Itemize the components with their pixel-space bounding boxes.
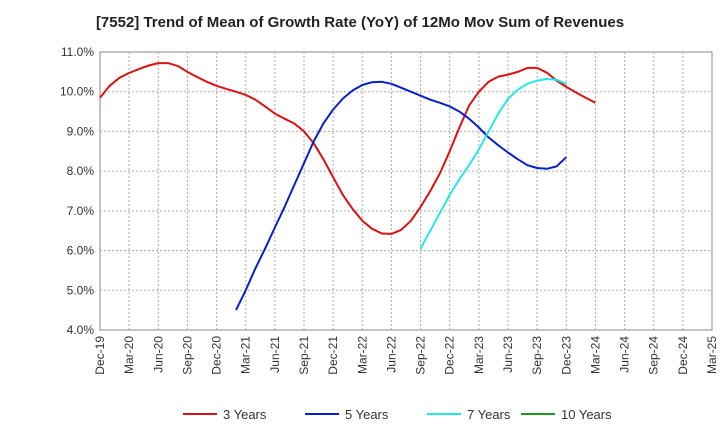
series-line-7-years [419, 78, 567, 250]
x-tick-label: Dec-20 [210, 336, 224, 375]
legend-label-7-years: 7 Years [467, 407, 511, 422]
x-axis-labels: Dec-19 Mar-20 Jun-20 Sep-20 Dec-20 Mar-21 Jun-… [93, 336, 719, 375]
x-tick-label: Mar-21 [239, 336, 253, 374]
x-tick-label: Mar-22 [355, 336, 369, 374]
x-tick-label: Dec-23 [559, 336, 573, 375]
x-tick-label: Jun-20 [151, 336, 165, 373]
series-line-5-years [235, 80, 567, 311]
legend-label-10-years: 10 Years [561, 407, 612, 422]
x-tick-label: Sep-24 [647, 336, 661, 375]
x-tick-label: Jun-22 [384, 336, 398, 373]
y-tick-label: 10.0% [60, 85, 94, 99]
x-tick-label: Sep-22 [414, 336, 428, 375]
x-tick-label: Mar-25 [705, 336, 719, 374]
y-tick-label: 11.0% [61, 45, 94, 59]
x-tick-label: Jun-21 [268, 336, 282, 373]
y-axis-labels: 4.0% 5.0% 6.0% 7.0% 8.0% 9.0% 10.0% 11.0% [60, 45, 94, 337]
y-tick-label: 4.0% [67, 323, 95, 337]
y-tick-label: 9.0% [67, 124, 95, 138]
legend-label-3-years: 3 Years [223, 407, 267, 422]
x-tick-label: Sep-20 [180, 336, 194, 375]
x-tick-label: Jun-24 [618, 336, 632, 373]
y-tick-label: 5.0% [67, 283, 95, 297]
x-tick-label: Dec-21 [326, 336, 340, 375]
legend-label-5-years: 5 Years [345, 407, 389, 422]
x-tick-label: Mar-20 [122, 336, 136, 374]
grid-lines [100, 52, 712, 330]
x-tick-label: Mar-23 [472, 336, 486, 374]
series-line-3-years [99, 62, 596, 235]
y-tick-label: 7.0% [67, 204, 95, 218]
series-lines [99, 62, 596, 311]
plot-area [99, 51, 713, 331]
x-tick-label: Dec-22 [443, 336, 457, 375]
legend: 3 Years 5 Years 7 Years 10 Years [183, 407, 612, 422]
x-tick-label: Jun-23 [501, 336, 515, 373]
x-tick-label: Sep-23 [530, 336, 544, 375]
y-tick-label: 6.0% [67, 244, 95, 258]
x-tick-label: Sep-21 [297, 336, 311, 375]
x-tick-label: Dec-19 [93, 336, 107, 375]
x-tick-label: Dec-24 [676, 336, 690, 375]
chart-title: [7552] Trend of Mean of Growth Rate (YoY… [95, 14, 625, 31]
x-tick-label: Mar-24 [588, 336, 602, 374]
y-tick-label: 8.0% [67, 164, 95, 178]
